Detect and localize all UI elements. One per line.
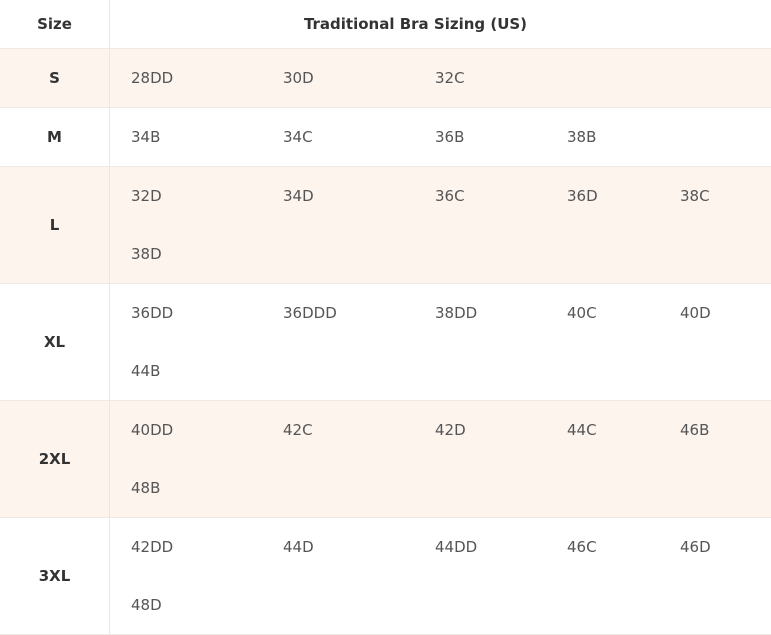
table-row: L 32D 34D 36C 36D 38C 38D xyxy=(0,167,771,284)
bra-size-value: 40C xyxy=(567,304,597,322)
table-row: XL 36DD 36DDD 38DD 40C 40D 44B xyxy=(0,284,771,401)
bra-size-value: 36DD xyxy=(131,304,174,322)
bra-size-value: 36DDD xyxy=(283,304,337,322)
size-cell: XL xyxy=(0,284,110,400)
bra-size-value: 44D xyxy=(283,538,314,556)
bra-size-value: 36C xyxy=(435,187,465,205)
bra-size-value: 40D xyxy=(680,304,711,322)
bra-size-value: 34C xyxy=(283,128,313,146)
bra-size-value: 40DD xyxy=(131,421,174,439)
bra-size-value: 36D xyxy=(567,187,598,205)
size-column-header: Size xyxy=(0,0,110,48)
bra-size-value: 34D xyxy=(283,187,314,205)
bra-size-value: 38D xyxy=(131,245,162,263)
bra-size-value: 34B xyxy=(131,128,161,146)
bra-size-value: 48D xyxy=(131,596,162,614)
bra-sizes: 34B 34C 36B 38B xyxy=(110,108,770,166)
table-row: 3XL 42DD 44D 44DD 46C 46D 48D xyxy=(0,518,771,635)
size-cell: S xyxy=(0,49,110,107)
bra-sizes: 42DD 44D 44DD 46C 46D 48D xyxy=(110,518,770,634)
bra-size-value: 38B xyxy=(567,128,597,146)
bra-size-value: 42C xyxy=(283,421,313,439)
bra-size-value: 46B xyxy=(680,421,710,439)
bra-size-value: 36B xyxy=(435,128,465,146)
bra-size-value: 46D xyxy=(680,538,711,556)
bra-size-value: 32C xyxy=(435,69,465,87)
bra-size-value: 32D xyxy=(131,187,162,205)
bra-size-value: 48B xyxy=(131,479,161,497)
size-cell: 2XL xyxy=(0,401,110,517)
table-row: 2XL 40DD 42C 42D 44C 46B 48B xyxy=(0,401,771,518)
table-row: M 34B 34C 36B 38B xyxy=(0,108,771,167)
bra-sizes: 40DD 42C 42D 44C 46B 48B xyxy=(110,401,770,517)
size-cell: M xyxy=(0,108,110,166)
bra-sizes: 28DD 30D 32C xyxy=(110,49,770,107)
table-header: Size Traditional Bra Sizing (US) xyxy=(0,0,771,49)
bra-sizes: 32D 34D 36C 36D 38C 38D xyxy=(110,167,770,283)
bra-size-value: 38C xyxy=(680,187,710,205)
bra-size-value: 44B xyxy=(131,362,161,380)
bra-size-value: 44DD xyxy=(435,538,478,556)
bra-size-value: 38DD xyxy=(435,304,478,322)
bra-size-value: 28DD xyxy=(131,69,174,87)
bra-size-value: 46C xyxy=(567,538,597,556)
bra-size-value: 30D xyxy=(283,69,314,87)
bra-sizing-column-header: Traditional Bra Sizing (US) xyxy=(303,15,528,33)
table-row: S 28DD 30D 32C xyxy=(0,49,771,108)
bra-size-value: 44C xyxy=(567,421,597,439)
bra-size-value: 42DD xyxy=(131,538,174,556)
size-cell: 3XL xyxy=(0,518,110,634)
bra-size-value: 42D xyxy=(435,421,466,439)
bra-sizes: 36DD 36DDD 38DD 40C 40D 44B xyxy=(110,284,770,400)
size-cell: L xyxy=(0,167,110,283)
